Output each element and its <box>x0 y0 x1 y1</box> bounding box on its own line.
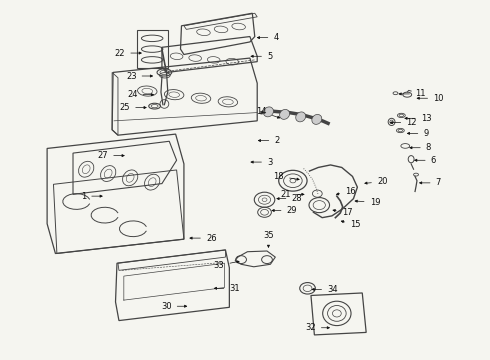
Text: 34: 34 <box>312 285 338 294</box>
Text: 14: 14 <box>256 107 280 118</box>
Text: 11: 11 <box>399 89 425 98</box>
Text: 32: 32 <box>305 323 329 332</box>
Text: 31: 31 <box>214 284 240 293</box>
Text: 30: 30 <box>161 302 187 311</box>
Text: 16: 16 <box>337 187 356 196</box>
Ellipse shape <box>296 112 306 122</box>
Text: 22: 22 <box>115 49 141 58</box>
Ellipse shape <box>312 114 322 124</box>
Text: 1: 1 <box>81 192 102 201</box>
Text: 21: 21 <box>280 190 304 199</box>
Text: 5: 5 <box>251 52 272 61</box>
Text: 35: 35 <box>263 231 274 247</box>
Text: 10: 10 <box>417 94 443 103</box>
Text: 7: 7 <box>419 178 441 187</box>
Text: 23: 23 <box>126 72 152 81</box>
Text: 13: 13 <box>405 114 432 123</box>
Text: 28: 28 <box>277 194 302 203</box>
Text: 2: 2 <box>258 136 280 145</box>
Ellipse shape <box>264 107 273 117</box>
Text: 3: 3 <box>251 158 272 167</box>
Text: 26: 26 <box>190 234 217 243</box>
Text: 15: 15 <box>341 220 361 229</box>
Text: 27: 27 <box>98 151 124 160</box>
Text: 4: 4 <box>257 33 279 42</box>
Text: 12: 12 <box>390 118 416 127</box>
Text: 8: 8 <box>410 143 431 152</box>
Ellipse shape <box>280 109 290 120</box>
Polygon shape <box>73 141 176 194</box>
Text: 9: 9 <box>407 129 429 138</box>
Text: 29: 29 <box>272 206 297 215</box>
Text: 17: 17 <box>333 208 352 217</box>
Text: 33: 33 <box>214 261 239 270</box>
Text: 18: 18 <box>273 172 299 181</box>
Text: 20: 20 <box>365 177 388 186</box>
Text: 19: 19 <box>355 198 380 207</box>
Text: 25: 25 <box>120 103 146 112</box>
Text: 6: 6 <box>415 156 436 165</box>
Text: 24: 24 <box>127 90 153 99</box>
